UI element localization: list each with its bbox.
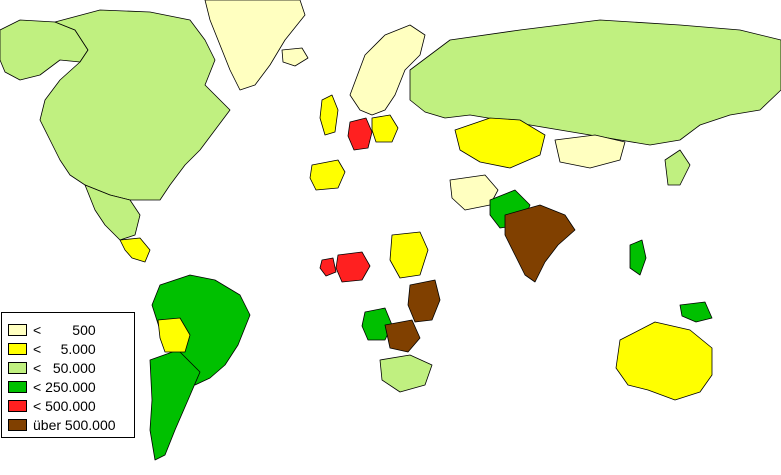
legend-swatch xyxy=(8,418,27,431)
legend-label: < 50.000 xyxy=(33,359,96,376)
region-mexico xyxy=(84,184,141,241)
map-legend: < 500 < 5.000 < 50.000 < 250.000 < 500.0… xyxy=(1,312,135,438)
region-angola xyxy=(361,307,393,341)
legend-row: < 500.000 xyxy=(8,396,134,415)
region-sudan xyxy=(389,231,429,279)
region-kazakhstan xyxy=(454,117,546,169)
region-png xyxy=(679,301,713,323)
region-india xyxy=(504,204,576,283)
legend-row: über 500.000 xyxy=(8,415,134,434)
region-mongolia xyxy=(554,134,626,169)
region-scandinavia xyxy=(349,24,426,116)
region-nigeria xyxy=(335,251,371,283)
legend-swatch xyxy=(8,342,27,355)
region-canada-usa xyxy=(39,9,231,201)
legend-swatch xyxy=(8,380,27,393)
region-bolivia xyxy=(157,317,191,353)
region-central-america xyxy=(119,237,151,263)
legend-row: < 50.000 xyxy=(8,358,134,377)
region-united-kingdom xyxy=(319,94,339,136)
region-poland xyxy=(371,114,399,143)
region-japan xyxy=(664,149,691,186)
legend-label: < 5.000 xyxy=(33,340,96,357)
legend-label: < 500 xyxy=(33,321,96,338)
legend-label: über 500.000 xyxy=(33,416,116,433)
region-ghana xyxy=(319,257,337,277)
region-australia xyxy=(615,321,713,401)
region-zambia xyxy=(384,319,421,353)
legend-row: < 5.000 xyxy=(8,339,134,358)
legend-swatch xyxy=(8,361,27,374)
region-iceland xyxy=(281,47,309,67)
region-greenland xyxy=(204,0,306,91)
legend-label: < 500.000 xyxy=(33,397,96,414)
legend-swatch xyxy=(8,399,27,412)
region-russia xyxy=(409,19,781,146)
legend-row: < 250.000 xyxy=(8,377,134,396)
region-germany xyxy=(347,117,373,151)
legend-row: < 500 xyxy=(8,320,134,339)
region-kenya-tanzania xyxy=(407,279,441,323)
region-south-africa xyxy=(379,354,433,393)
region-spain xyxy=(309,159,346,191)
legend-label: < 250.000 xyxy=(33,378,96,395)
region-philippines xyxy=(629,239,647,276)
region-argentina xyxy=(149,349,201,461)
region-alaska xyxy=(0,19,89,81)
legend-swatch xyxy=(8,323,27,336)
